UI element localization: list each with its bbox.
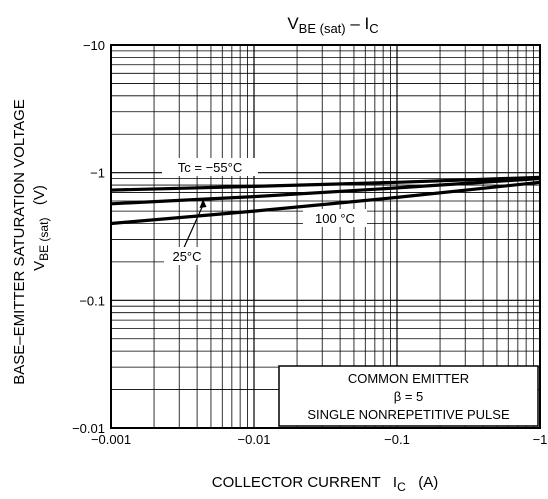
y-axis-label-line2: VBE (sat) (V) — [31, 185, 51, 271]
conditions-line-2: β = 5 — [394, 389, 424, 404]
y-tick-label: −10 — [83, 38, 105, 53]
x-tick-label: −1 — [533, 432, 548, 447]
series-label-100: 100 °C — [315, 211, 355, 226]
tick-labels: −0.001 −0.01 −0.1 −1−0.01−0.1−1−10 — [72, 38, 547, 447]
y-axis-label-symbol: V — [31, 261, 48, 271]
series-line-1 — [110, 176, 541, 206]
plot-frame — [110, 44, 541, 429]
series-label-25-arrowhead — [199, 198, 207, 208]
y-tick-label: −0.1 — [79, 293, 105, 308]
chart-title-main: V — [287, 14, 299, 33]
x-axis-label-main: COLLECTOR CURRENT I — [212, 474, 397, 491]
x-axis-label-tail: (A) — [406, 474, 439, 491]
conditions-box-frame — [278, 365, 539, 427]
conditions-line-3: SINGLE NONREPETITIVE PULSE — [307, 407, 510, 422]
series-labels: Tc = −55°C 100 °C 25°C — [162, 158, 367, 265]
y-tick-label: −0.01 — [72, 421, 105, 436]
chart-title-tail-sub: C — [369, 21, 378, 36]
x-tick-label: −0.001 — [91, 432, 131, 447]
x-tick-label: −0.01 — [238, 432, 271, 447]
y-tick-label: −1 — [90, 166, 105, 181]
series-label-100-bg — [303, 209, 367, 227]
chart-title-tail: – I — [346, 14, 370, 33]
series-label-tc-minus-55-bg — [162, 158, 258, 176]
y-axis-label-line1: BASE–EMITTER SATURATION VOLTAGE — [11, 99, 28, 385]
chart-title-sub: BE (sat) — [299, 21, 346, 36]
conditions-line-1: COMMON EMITTER — [348, 371, 469, 386]
series-label-25: 25°C — [172, 249, 201, 264]
series-label-25-leader — [181, 204, 204, 253]
series-line-0 — [110, 175, 541, 192]
x-axis-label-sub: C — [397, 480, 406, 494]
conditions-box: COMMON EMITTER β = 5 SINGLE NONREPETITIV… — [278, 365, 539, 427]
series-line-2 — [110, 180, 541, 226]
series-lines — [110, 175, 541, 226]
grid-lines — [110, 45, 540, 429]
x-axis-label: COLLECTOR CURRENT IC (A) — [212, 474, 438, 494]
chart-title: VBE (sat) – IC — [287, 14, 378, 36]
x-tick-label: −0.1 — [384, 432, 410, 447]
y-axis-label-sub: BE (sat) — [37, 218, 51, 261]
y-axis-label-unit: (V) — [31, 185, 48, 218]
series-label-25-bg — [164, 247, 210, 265]
series-label-tc-minus-55: Tc = −55°C — [178, 160, 242, 175]
